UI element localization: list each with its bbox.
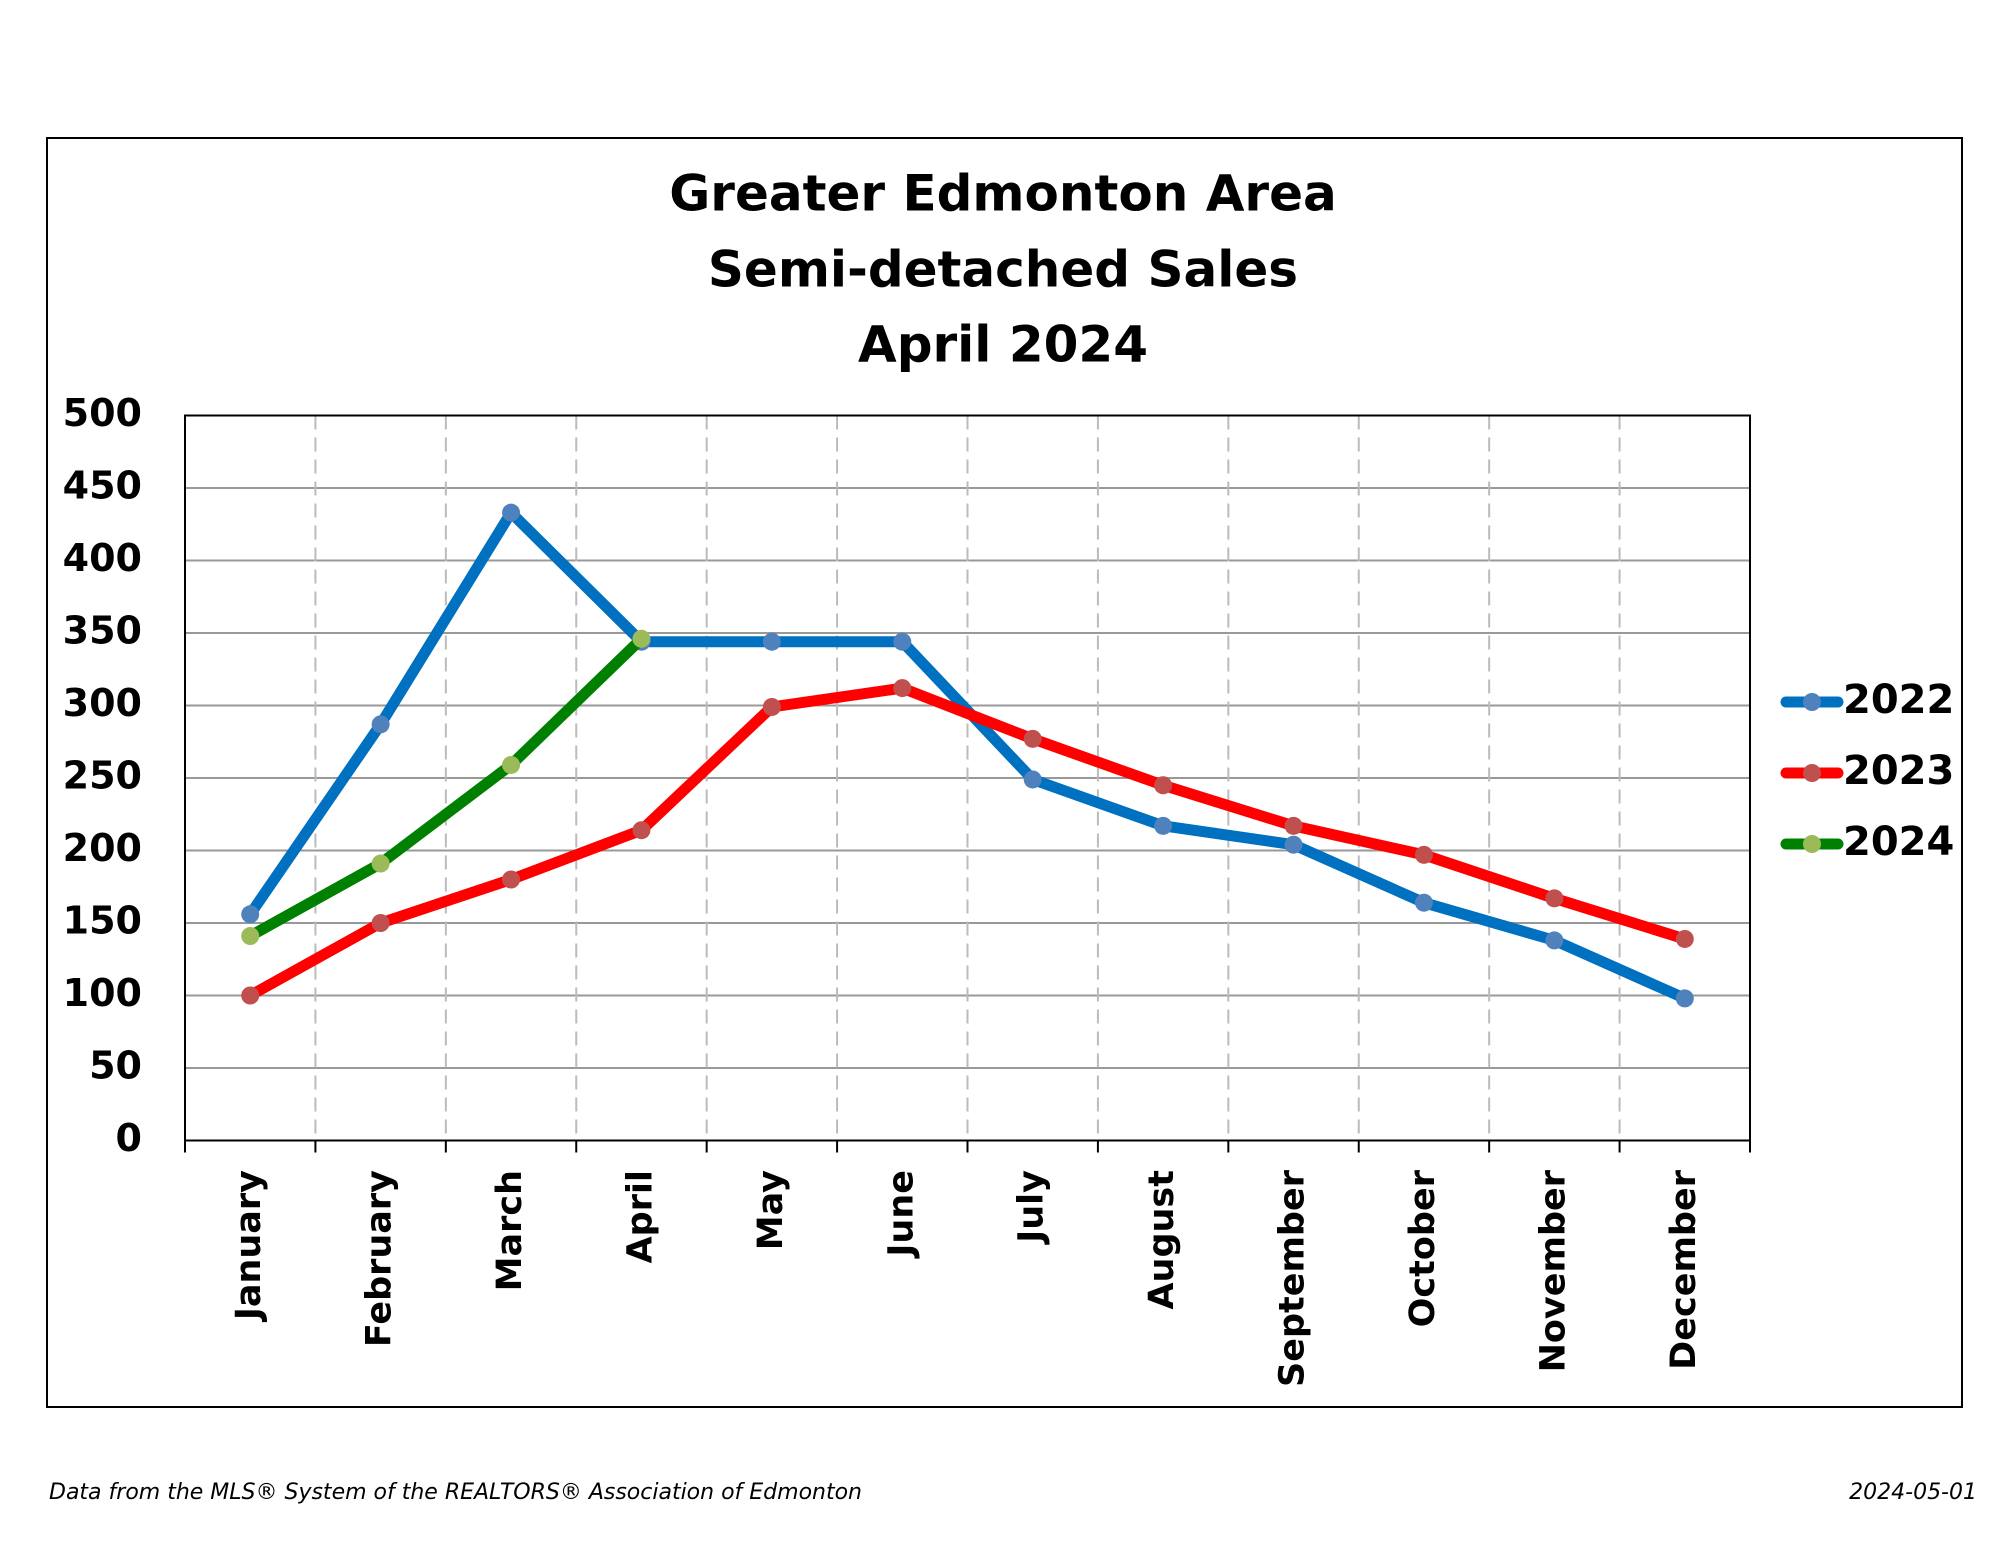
data-point (1023, 770, 1042, 789)
y-tick-label: 50 (89, 1044, 142, 1088)
x-tick-label: February (360, 1170, 400, 1347)
data-point (1284, 835, 1303, 854)
legend-marker (1803, 764, 1821, 782)
x-tick-label: May (751, 1170, 791, 1250)
legend-label: 2022 (1843, 677, 1954, 723)
data-point (502, 870, 521, 889)
date-note: 2024-05-01 (1849, 1480, 1977, 1505)
y-tick-label: 450 (63, 464, 142, 508)
x-tick-label: September (1273, 1169, 1313, 1387)
x-tick-label: January (229, 1170, 269, 1322)
data-point (893, 679, 912, 698)
data-point (1154, 816, 1173, 835)
chart-title: April 2024 (858, 316, 1148, 374)
data-point (893, 632, 912, 651)
data-point (241, 927, 260, 946)
x-tick-label: June (881, 1170, 921, 1259)
data-point (241, 905, 260, 924)
data-point (371, 854, 390, 873)
data-point (502, 503, 521, 522)
y-tick-label: 400 (63, 536, 142, 580)
y-tick-label: 350 (63, 609, 142, 653)
data-point (1545, 889, 1564, 908)
series-line (247, 682, 1687, 1001)
data-point (1414, 893, 1433, 912)
source-note: Data from the MLS® System of the REALTOR… (49, 1480, 862, 1505)
y-tick-label: 150 (63, 899, 142, 943)
x-tick-label: April (620, 1170, 660, 1263)
y-tick-label: 500 (63, 391, 142, 435)
data-point (1675, 929, 1694, 948)
plot-frame (184, 414, 1751, 1142)
x-tick-label: August (1142, 1170, 1182, 1310)
y-tick-label: 0 (116, 1116, 142, 1160)
data-point (371, 914, 390, 932)
y-tick-label: 300 (63, 681, 142, 725)
x-tick-label: October (1403, 1169, 1443, 1327)
x-tick-label: December (1664, 1169, 1704, 1370)
y-tick-label: 200 (63, 826, 142, 870)
chart-frame (46, 137, 1963, 1408)
chart-title: Greater Edmonton Area (669, 165, 1336, 223)
data-point (762, 632, 781, 651)
y-tick-label: 100 (63, 971, 142, 1015)
data-point (632, 629, 651, 648)
data-point (1284, 816, 1303, 835)
data-point (502, 755, 521, 774)
chart-title: Semi-detached Sales (708, 241, 1298, 299)
data-point (371, 715, 390, 734)
x-tick-label: March (490, 1170, 530, 1291)
legend-marker (1803, 835, 1821, 853)
data-point (1023, 729, 1042, 748)
series-line (247, 634, 646, 941)
data-point (632, 821, 651, 840)
legend-marker (1803, 693, 1821, 711)
legend-label: 2024 (1843, 819, 1954, 865)
y-tick-label: 250 (63, 754, 142, 798)
data-point (241, 986, 260, 1005)
data-point (1675, 989, 1694, 1008)
data-point (1414, 845, 1433, 864)
data-point (1545, 931, 1564, 950)
data-point (762, 697, 781, 716)
x-tick-label: July (1012, 1170, 1052, 1245)
x-tick-label: November (1533, 1169, 1573, 1372)
legend-label: 2023 (1843, 748, 1954, 794)
data-point (1154, 776, 1173, 795)
